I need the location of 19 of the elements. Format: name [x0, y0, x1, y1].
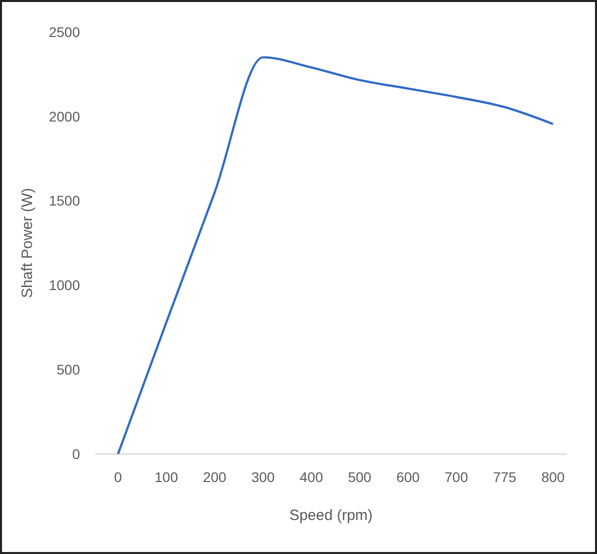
y-tick-label: 1500 [48, 192, 80, 209]
y-tick-label: 1000 [48, 277, 80, 294]
x-tick-label: 200 [202, 469, 227, 485]
line-series [116, 56, 554, 456]
x-tick-label: 400 [300, 469, 324, 485]
x-tick-label: 775 [492, 469, 517, 485]
y-tick-label: 2000 [48, 108, 80, 124]
x-axis-title: Speed (rpm) [289, 507, 373, 524]
x-tick-label: 800 [541, 469, 565, 485]
y-tick-label: 0 [72, 446, 80, 462]
y-axis-title: Shaft Power (W) [19, 188, 36, 298]
x-tick-label: 600 [396, 469, 420, 485]
x-tick-label: 0 [114, 469, 122, 485]
x-tick-label: 300 [251, 469, 275, 485]
y-tick-label: 500 [56, 362, 80, 378]
x-tick-label: 700 [444, 469, 468, 485]
x-tick-label: 100 [154, 469, 178, 485]
x-tick-label: 500 [348, 469, 372, 485]
y-tick-label: 2500 [48, 24, 80, 40]
